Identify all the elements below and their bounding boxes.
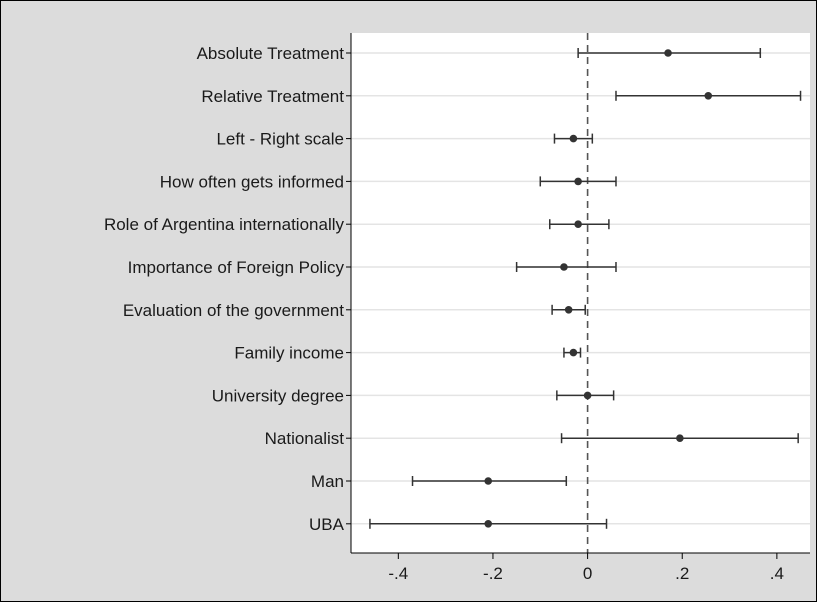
point-estimate	[664, 49, 672, 57]
point-estimate	[676, 434, 684, 443]
x-tick-label: -.2	[483, 564, 503, 583]
x-axis-ticks: -.4 -.2 0 .2 .4	[388, 553, 784, 583]
category-label: Man	[311, 472, 344, 491]
category-label: Importance of Foreign Policy	[128, 258, 345, 277]
point-estimate	[574, 220, 582, 228]
point-estimate	[560, 263, 568, 271]
x-tick-label: 0	[583, 564, 592, 583]
category-labels: Absolute Treatment Relative Treatment Left…	[104, 44, 345, 534]
x-tick-label: .2	[675, 564, 689, 583]
category-label: Absolute Treatment	[197, 44, 345, 63]
point-estimate	[569, 134, 578, 143]
x-tick-label: .4	[770, 564, 784, 583]
point-estimate	[564, 306, 573, 314]
category-label: Relative Treatment	[201, 87, 344, 106]
category-label: Role of Argentina internationally	[104, 215, 345, 234]
point-estimates	[484, 49, 713, 528]
point-estimate	[583, 391, 592, 400]
category-label: Evaluation of the government	[123, 301, 344, 320]
category-label: Left - Right scale	[216, 130, 344, 149]
category-label: University degree	[212, 386, 344, 405]
category-label: Family income	[234, 344, 344, 363]
y-axis-ticks	[346, 52, 351, 525]
point-estimate	[484, 520, 493, 528]
point-estimate	[484, 477, 493, 485]
plot-area	[351, 33, 810, 553]
category-label: UBA	[309, 515, 345, 534]
category-label: How often gets informed	[160, 172, 344, 191]
point-estimate	[574, 177, 582, 186]
category-label: Nationalist	[265, 429, 345, 448]
x-tick-label: -.4	[388, 564, 408, 583]
point-estimate	[569, 348, 578, 357]
point-estimate	[704, 92, 713, 100]
